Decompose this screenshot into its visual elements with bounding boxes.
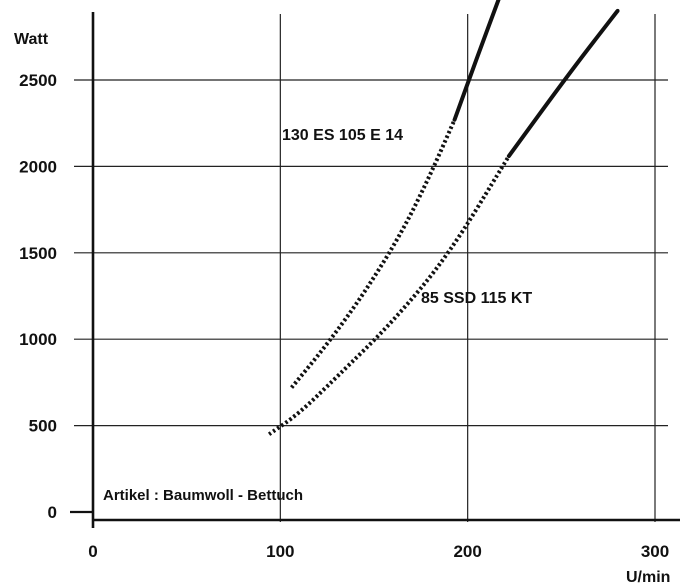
series-lines [267,0,620,436]
series-label-130-es: 130 ES 105 E 14 [282,127,403,144]
series-label-85-ssd: 85 SSD 115 KT [421,290,532,307]
series-0-solid-segment [452,0,501,122]
ticks: 0 500 1000 1500 2000 2500 0 100 200 300 [19,71,669,561]
y-tick-label: 2000 [19,157,57,176]
x-tick-label: 0 [88,542,97,561]
axes [70,12,680,528]
series-0-dotted-segment [290,118,457,389]
x-axis-label: U/min [626,569,670,586]
y-tick-label: 1000 [19,330,57,349]
y-axis-label: Watt [14,31,49,48]
labels: Watt U/min 130 ES 105 E 14 85 SSD 115 KT… [14,31,670,586]
x-tick-label: 300 [641,542,669,561]
x-tick-label: 100 [266,542,294,561]
y-tick-label: 500 [29,417,57,436]
y-tick-label: 1500 [19,244,57,263]
x-tick-label: 200 [453,542,481,561]
y-tick-label: 2500 [19,71,57,90]
article-note: Artikel : Baumwoll - Bettuch [103,487,303,504]
y-tick-label: 0 [48,503,57,522]
series-1-dotted-segment [267,154,511,436]
grid [74,14,668,522]
series-1-solid-segment [506,8,620,159]
